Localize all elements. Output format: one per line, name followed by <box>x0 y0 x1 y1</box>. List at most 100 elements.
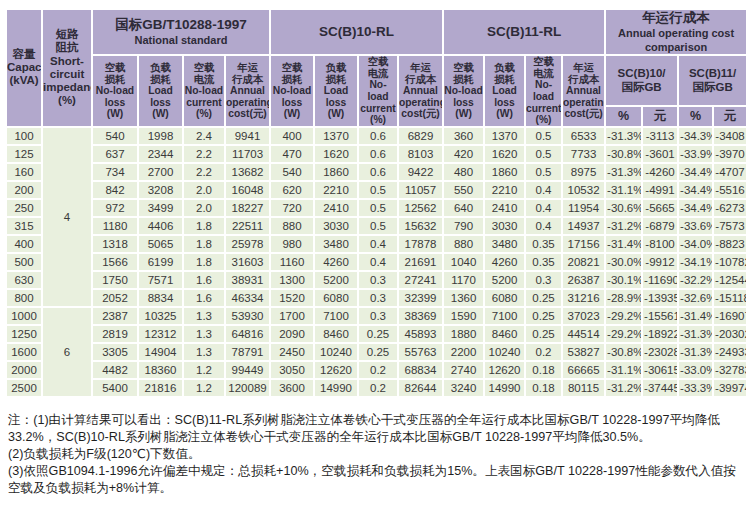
cell-sc10-3: 8103 <box>398 145 443 163</box>
cell-cmp-0: -31.3% <box>605 163 642 181</box>
cell-cmp-2: -31.3% <box>678 343 713 361</box>
cell-sc10-3: 45893 <box>398 325 443 343</box>
cell-sc10-2: 0.5 <box>358 181 398 199</box>
cell-gb-3: 18227 <box>225 199 270 217</box>
cell-sc11-2: 0.35 <box>525 253 562 271</box>
cell-sc10-2: 0.4 <box>358 253 398 271</box>
cell-cmp-0: -31.3% <box>605 127 642 145</box>
cell-sc11-0: 1590 <box>443 307 484 325</box>
cell-gb-2: 2.0 <box>183 199 225 217</box>
cell-gb-1: 3208 <box>138 181 183 199</box>
cell-sc11-3: 66665 <box>562 361 605 379</box>
cell-cmp-0: -31.2% <box>605 217 642 235</box>
cell-gb-2: 1.3 <box>183 307 225 325</box>
cell-sc10-1: 12620 <box>314 361 358 379</box>
cell-sc10-1: 8460 <box>314 325 358 343</box>
cell-cmp-1: -30615 <box>642 361 678 379</box>
cell-sc11-3: 31216 <box>562 289 605 307</box>
cell-cmp-2: -34.1% <box>678 253 713 271</box>
cell-sc11-2: 0.4 <box>525 181 562 199</box>
cell-sc11-3: 11954 <box>562 199 605 217</box>
header-row-subs: 空载 损耗 No-load loss (W) 负载 损耗 Load loss (… <box>6 55 747 106</box>
cell-sc10-3: 9422 <box>398 163 443 181</box>
cell-gb-3: 16048 <box>225 181 270 199</box>
cell-gb-0: 5400 <box>92 379 138 397</box>
cell-sc10-1: 1860 <box>314 163 358 181</box>
page: 容量 Capacity (kVA) 短路 阻抗 Short- circuit i… <box>0 0 750 525</box>
sc10-load-loss-header: 负载 损耗 Load loss (W) <box>314 55 358 126</box>
cell-cmp-3: -3408 <box>713 127 747 145</box>
table-row: 12563723442.21170347016200.6810342016200… <box>6 145 747 163</box>
cell-sc11-2: 0.5 <box>525 145 562 163</box>
cell-sc10-1: 10240 <box>314 343 358 361</box>
cell-sc11-2: 0.4 <box>525 217 562 235</box>
cell-cmp-3: -16907 <box>713 307 747 325</box>
cell-capacity: 2000 <box>6 361 42 379</box>
cell-gb-2: 1.3 <box>183 325 225 343</box>
cell-sc11-0: 3240 <box>443 379 484 397</box>
cell-cmp-2: -31.4% <box>678 307 713 325</box>
cell-gb-1: 14904 <box>138 343 183 361</box>
cell-sc10-2: 0.3 <box>358 271 398 289</box>
cell-gb-2: 2.2 <box>183 163 225 181</box>
cell-cmp-3: -39974 <box>713 379 747 397</box>
cell-gb-1: 7571 <box>138 271 183 289</box>
cell-sc10-2: 0.6 <box>358 127 398 145</box>
sc11-no-load-loss-header: 空载 损耗 No-load loss (W) <box>443 55 484 126</box>
cell-gb-1: 18360 <box>138 361 183 379</box>
cell-sc11-2: 0.5 <box>525 127 562 145</box>
cell-sc10-1: 3480 <box>314 235 358 253</box>
cell-sc11-1: 2210 <box>484 181 525 199</box>
capacity-header: 容量 Capacity (kVA) <box>6 9 42 127</box>
cell-sc11-1: 1860 <box>484 163 525 181</box>
cell-gb-0: 1750 <box>92 271 138 289</box>
group-cost-comparison-en: Annual operating cost comparison <box>606 27 746 55</box>
cell-gb-2: 1.6 <box>183 271 225 289</box>
cell-sc11-0: 420 <box>443 145 484 163</box>
sc10-annual-cost-header: 年运 行成本 Annual operating cost(元) <box>398 55 443 126</box>
cell-gb-1: 5065 <box>138 235 183 253</box>
cell-sc10-0: 880 <box>270 217 314 235</box>
cell-gb-2: 1.2 <box>183 361 225 379</box>
cell-gb-1: 12312 <box>138 325 183 343</box>
cell-cmp-3: -24933 <box>713 343 747 361</box>
cell-cmp-3: -5516 <box>713 181 747 199</box>
table-row: 25097234992.01822772024100.5125626402410… <box>6 199 747 217</box>
sc11-annual-cost-header: 年运 行成本 Annual operating cost(元) <box>562 55 605 126</box>
sc10-vs-gb-header: SC(B)10/ 国际GB <box>605 55 678 106</box>
cell-sc11-2: 0.4 <box>525 199 562 217</box>
cell-cmp-0: -31.2% <box>605 379 642 397</box>
cell-gb-3: 13682 <box>225 163 270 181</box>
cell-sc10-0: 1520 <box>270 289 314 307</box>
cell-sc11-1: 1620 <box>484 145 525 163</box>
cell-capacity: 2500 <box>6 379 42 397</box>
cell-sc10-2: 0.2 <box>358 361 398 379</box>
cell-sc11-3: 7733 <box>562 145 605 163</box>
cell-gb-1: 6199 <box>138 253 183 271</box>
cell-sc10-2: 0.4 <box>358 235 398 253</box>
sc11-percent-header: % <box>678 106 713 126</box>
table-row: 100454019982.4994140013700.6682936013700… <box>6 127 747 145</box>
table-row: 500156661991.831603116042600.42169110404… <box>6 253 747 271</box>
cell-cmp-0: -30.6% <box>605 199 642 217</box>
table-row: 800205288341.646334152060800.33239913606… <box>6 289 747 307</box>
note-3: (3)依照GB1094.1-1996允许偏差中规定：总损耗+10%，空载损耗和负… <box>8 463 742 497</box>
table-row: 16003305149041.3787912450102400.25557632… <box>6 343 747 361</box>
cell-gb-1: 3499 <box>138 199 183 217</box>
cell-sc11-3: 44514 <box>562 325 605 343</box>
sc10-percent-header: % <box>605 106 642 126</box>
sc10-no-load-loss-header: 空载 损耗 No-load loss (W) <box>270 55 314 126</box>
cell-gb-1: 2700 <box>138 163 183 181</box>
table-row: 100062387103251.353930170071000.33836915… <box>6 307 747 325</box>
cell-sc10-3: 11057 <box>398 181 443 199</box>
cell-cmp-1: -37445 <box>642 379 678 397</box>
group-scb11: SC(B)11-RL <box>443 9 605 55</box>
cell-sc11-2: 0.2 <box>525 343 562 361</box>
cell-cmp-1: -23028 <box>642 343 678 361</box>
sc11-load-loss-header: 负载 损耗 Load loss (W) <box>484 55 525 126</box>
cell-cmp-1: -11690 <box>642 271 678 289</box>
cell-gb-2: 1.3 <box>183 343 225 361</box>
group-cost-comparison-zh: 年运行成本 <box>642 10 710 25</box>
cell-capacity: 1250 <box>6 325 42 343</box>
cell-cmp-1: -4991 <box>642 181 678 199</box>
